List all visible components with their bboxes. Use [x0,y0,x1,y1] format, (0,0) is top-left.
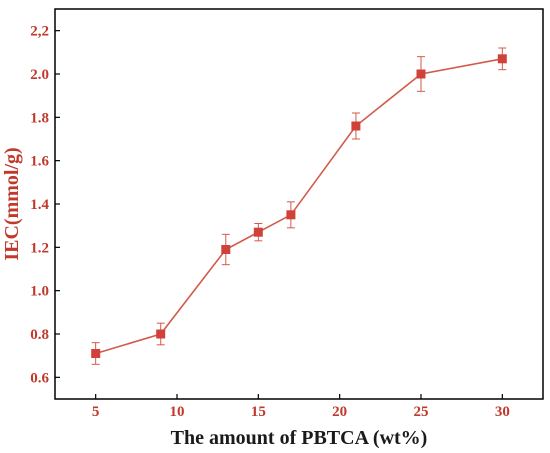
data-point [156,329,166,339]
data-point [416,69,426,79]
data-point [497,54,507,64]
data-point [286,210,296,220]
data-point [221,245,231,254]
y-axis-label: IEC(mmol/g) [1,147,23,260]
x-tick-label: 5 [92,404,100,420]
data-point [253,227,263,237]
x-tick-label: 15 [251,404,266,420]
y-tick-label: 1.4 [30,197,49,213]
series-line [95,58,503,355]
x-axis-label: The amount of PBTCA (wt%) [171,427,428,449]
x-tick-label: 10 [170,404,185,420]
x-tick-label: 30 [495,404,510,420]
x-tick-label: 25 [414,404,429,420]
y-tick-label: 0.6 [30,370,49,386]
y-tick-label: 1.2 [30,240,49,256]
y-tick-label: 2,2 [30,24,49,40]
y-tick-label: 2.0 [30,67,49,83]
series-layer [91,47,507,365]
y-tick-label: 1.8 [30,110,49,126]
data-point [351,121,361,131]
y-tick-label: 1.0 [30,284,49,300]
y-tick-label: 1.6 [30,154,49,170]
x-axis: 5 10 15 20 25 30 [92,394,510,420]
y-tick-label: 0.8 [30,327,49,343]
data-point [91,349,101,358]
y-axis: 0.6 0.8 1.0 1.2 1.4 1.6 1.8 2.0 2,2 [30,24,60,386]
x-tick-label: 20 [332,404,347,420]
